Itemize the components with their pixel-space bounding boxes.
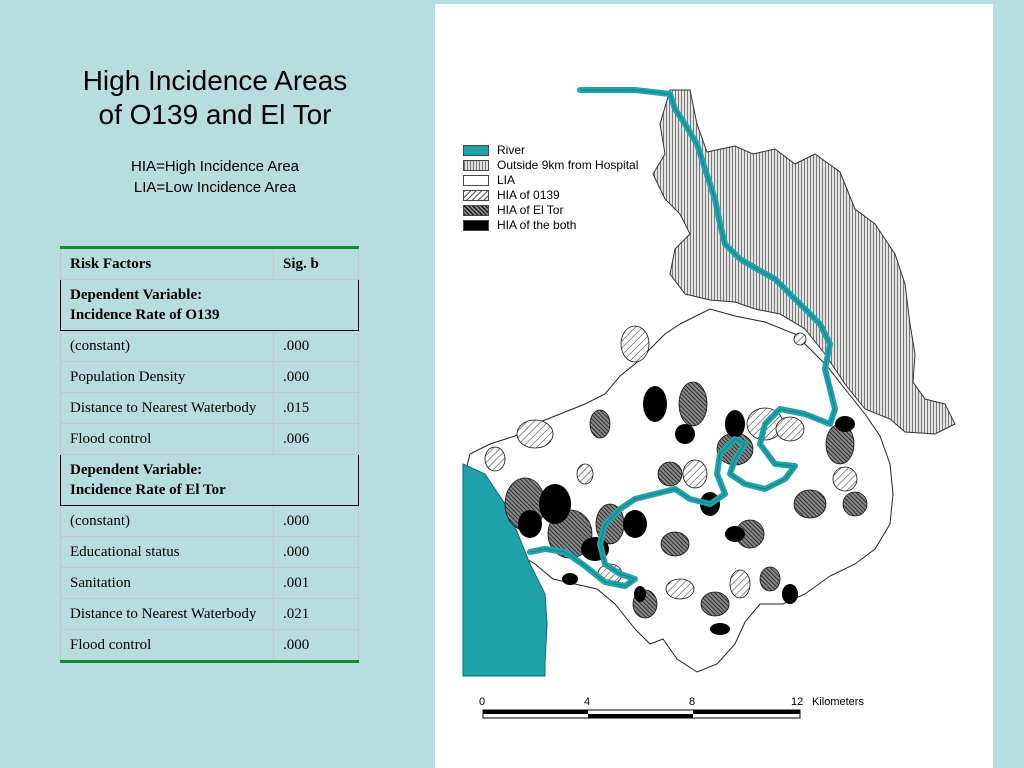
scale-bar	[482, 709, 801, 719]
scale-tick-4: 4	[584, 696, 591, 708]
legend-item-lia: LIA	[463, 173, 638, 188]
hia-both-areas	[518, 386, 855, 635]
factor-cell: (constant)	[60, 330, 274, 362]
legend-item-hia-0139: HIA of 0139	[463, 188, 638, 203]
sig-cell: .000	[273, 536, 359, 568]
scale-tick-12: 12	[791, 696, 804, 708]
outside-9km-region	[652, 89, 956, 435]
river-channel-outline	[529, 89, 836, 587]
header-risk-factors: Risk Factors	[60, 247, 274, 280]
section-o139-header: Dependent Variable: Incidence Rate of O1…	[60, 279, 359, 331]
table-row: Population Density .000	[60, 361, 359, 393]
sig-cell: .000	[273, 361, 359, 393]
section-o139-line2: Incidence Rate of O139	[70, 307, 220, 323]
sig-cell: .000	[273, 629, 359, 662]
hia-0139-swatch	[463, 190, 489, 201]
map-legend: River Outside 9km from Hospital LIA HIA …	[463, 143, 638, 233]
legend-label: HIA of El Tor	[497, 203, 564, 217]
factor-cell: Distance to Nearest Waterbody	[60, 598, 274, 630]
slide-subtitle: HIA=High Incidence Area LIA=Low Incidenc…	[40, 156, 390, 198]
sig-cell: .006	[273, 423, 359, 455]
lia-swatch	[463, 175, 489, 186]
legend-item-hia-eltor: HIA of El Tor	[463, 203, 638, 218]
incidence-map	[462, 87, 956, 719]
legend-item-hia-both: HIA of the both	[463, 218, 638, 233]
scale-unit-label: Kilometers	[812, 696, 864, 708]
table-row: (constant) .000	[60, 505, 359, 537]
table-row: Distance to Nearest Waterbody .021	[60, 598, 359, 630]
factor-cell: Flood control	[60, 629, 274, 662]
table-row: Sanitation .001	[60, 567, 359, 599]
section-eltor-line2: Incidence Rate of El Tor	[70, 482, 226, 498]
map-panel: River Outside 9km from Hospital LIA HIA …	[435, 4, 993, 768]
table-row: (constant) .000	[60, 330, 359, 362]
legend-item-outside: Outside 9km from Hospital	[463, 158, 638, 173]
table-row: Educational status .000	[60, 536, 359, 568]
factor-cell: Sanitation	[60, 567, 274, 599]
scale-tick-8: 8	[689, 696, 696, 708]
slide-title: High Incidence Areas of O139 and El Tor	[40, 64, 390, 132]
hia-eltor-swatch	[463, 205, 489, 216]
river-left-area	[462, 463, 548, 677]
factor-cell: Distance to Nearest Waterbody	[60, 392, 274, 424]
factor-cell: Population Density	[60, 361, 274, 393]
subtitle-line-1: HIA=High Incidence Area	[130, 158, 300, 175]
legend-label: HIA of the both	[497, 218, 577, 232]
sig-cell: .000	[273, 330, 359, 362]
legend-item-river: River	[463, 143, 638, 158]
sig-cell: .015	[273, 392, 359, 424]
table-row: Distance to Nearest Waterbody .015	[60, 392, 359, 424]
table-header-row: Risk Factors Sig. b	[60, 247, 359, 280]
subtitle-line-2: LIA=Low Incidence Area	[133, 179, 297, 196]
legend-label: LIA	[497, 173, 516, 187]
factor-cell: (constant)	[60, 505, 274, 537]
table-row: Flood control .000	[60, 629, 359, 662]
factor-cell: Flood control	[60, 423, 274, 455]
sig-cell: .021	[273, 598, 359, 630]
river-swatch	[463, 145, 489, 156]
section-o139-label: Dependent Variable: Incidence Rate of O1…	[60, 279, 359, 331]
legend-label: River	[497, 143, 526, 157]
outside-swatch	[463, 160, 489, 171]
risk-factors-table: Risk Factors Sig. b Dependent Variable: …	[60, 246, 359, 663]
section-o139-line1: Dependent Variable:	[70, 287, 203, 303]
header-sig: Sig. b	[273, 247, 359, 280]
section-eltor-header: Dependent Variable: Incidence Rate of El…	[60, 454, 359, 506]
section-eltor-line1: Dependent Variable:	[70, 462, 203, 478]
section-eltor-label: Dependent Variable: Incidence Rate of El…	[60, 454, 359, 506]
title-line-2: of O139 and El Tor	[98, 99, 332, 130]
sig-cell: .001	[273, 567, 359, 599]
scale-tick-0: 0	[479, 696, 486, 708]
factor-cell: Educational status	[60, 536, 274, 568]
table-row: Flood control .006	[60, 423, 359, 455]
legend-label: HIA of 0139	[497, 188, 560, 202]
hia-both-swatch	[463, 220, 489, 231]
title-line-1: High Incidence Areas	[82, 65, 348, 96]
legend-label: Outside 9km from Hospital	[497, 158, 639, 172]
sig-cell: .000	[273, 505, 359, 537]
